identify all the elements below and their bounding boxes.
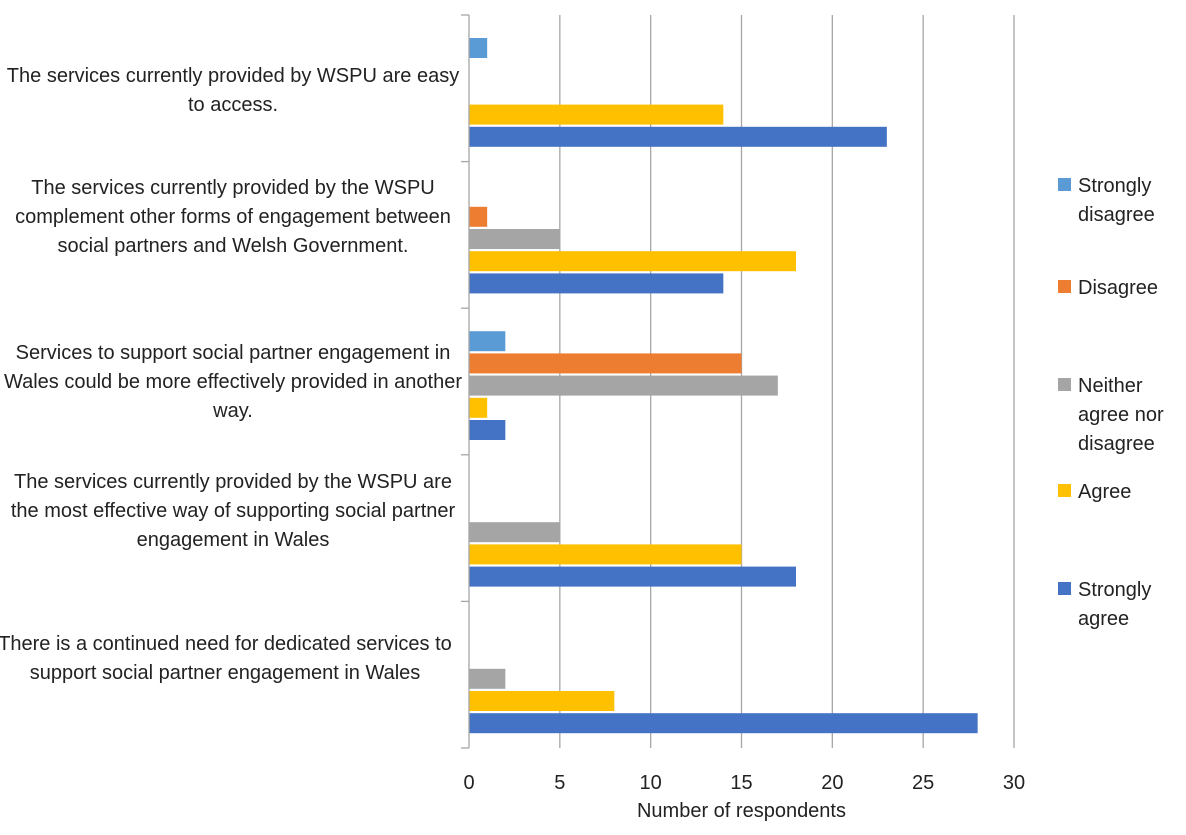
legend-swatch <box>1058 280 1071 293</box>
bar <box>469 668 506 689</box>
category-label-4: The services currently provided by the W… <box>10 471 456 551</box>
bar <box>469 331 506 352</box>
bar <box>469 104 724 125</box>
bar <box>469 713 978 734</box>
bar <box>469 273 724 294</box>
bar <box>469 38 488 58</box>
legend-swatch <box>1058 582 1071 595</box>
bar <box>469 353 742 374</box>
legend-swatch <box>1058 378 1071 391</box>
category-label-3: Services to support social partner engag… <box>3 342 463 422</box>
bar <box>469 397 488 418</box>
x-tick-label: 15 <box>730 772 752 794</box>
category-label-1: The services currently provided by WSPU … <box>6 65 460 116</box>
bars-group <box>469 38 978 734</box>
bar <box>469 544 742 565</box>
x-tick-label: 0 <box>463 772 474 794</box>
bar <box>469 251 796 272</box>
legend-label: Disagree <box>1078 277 1159 299</box>
legend-swatch <box>1058 484 1071 497</box>
category-label-5: There is a continued need for dedicated … <box>0 633 452 684</box>
bar <box>469 206 488 227</box>
bar <box>469 420 506 440</box>
category-label-2: The services currently provided by the W… <box>15 177 451 257</box>
x-axis-title: Number of respondents <box>636 800 846 822</box>
y-axis <box>461 14 470 749</box>
bar <box>469 566 796 587</box>
x-tick-label: 5 <box>554 772 565 794</box>
x-tick-labels: 0 5 10 15 20 25 30 <box>463 772 1025 794</box>
bar <box>469 691 615 711</box>
legend-label: Strongly agree <box>1078 579 1152 630</box>
legend-label: Agree <box>1078 481 1132 503</box>
bar <box>469 229 560 249</box>
bar <box>469 522 560 543</box>
x-tick-label: 10 <box>640 772 662 794</box>
bar <box>469 375 778 396</box>
x-tick-label: 20 <box>821 772 843 794</box>
bar <box>469 126 887 147</box>
x-tick-label: 30 <box>1003 772 1025 794</box>
legend-swatch <box>1058 178 1071 191</box>
x-tick-label: 25 <box>912 772 934 794</box>
legend-label: Neither agree nor disagree <box>1078 375 1164 455</box>
legend-label: Strongly disagree <box>1078 175 1155 226</box>
